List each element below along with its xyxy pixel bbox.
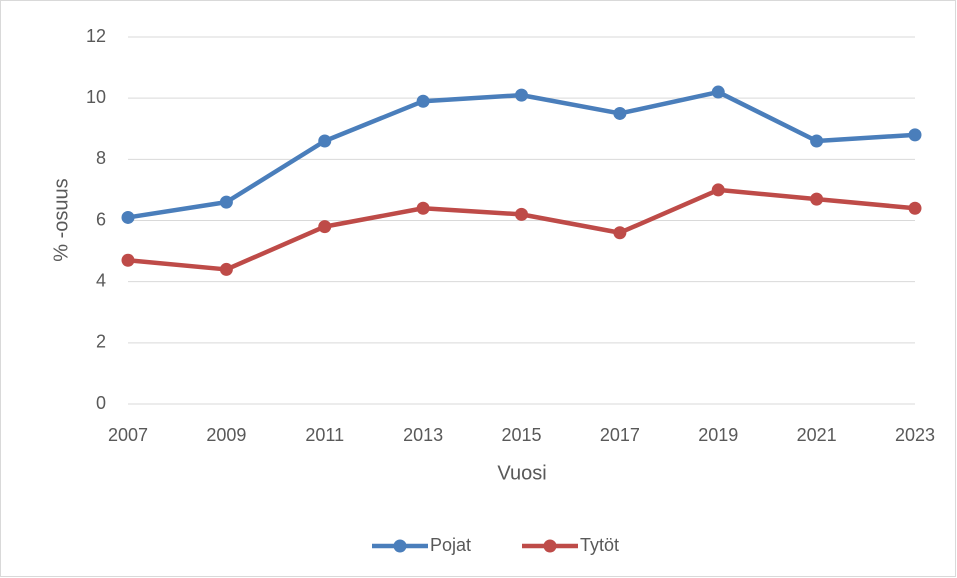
x-tick-label: 2015 xyxy=(501,425,541,445)
marker xyxy=(318,220,332,234)
marker xyxy=(416,201,430,215)
legend-label: Pojat xyxy=(430,535,471,555)
x-axis-label: Vuosi xyxy=(497,462,546,484)
y-tick-label: 10 xyxy=(86,87,106,107)
marker xyxy=(810,192,824,206)
marker xyxy=(711,183,725,197)
x-tick-label: 2009 xyxy=(206,425,246,445)
marker xyxy=(613,226,627,240)
x-tick-label: 2013 xyxy=(403,425,443,445)
y-tick-label: 12 xyxy=(86,26,106,46)
x-tick-label: 2011 xyxy=(305,425,344,445)
legend-marker xyxy=(393,539,407,553)
x-tick-label: 2023 xyxy=(895,425,935,445)
legend-marker xyxy=(543,539,557,553)
marker xyxy=(515,88,528,102)
marker xyxy=(711,85,725,99)
marker xyxy=(515,207,528,221)
x-tick-label: 2021 xyxy=(797,425,837,445)
y-tick-label: 2 xyxy=(96,332,106,352)
marker xyxy=(121,253,135,267)
x-tick-label: 2019 xyxy=(698,425,738,445)
x-tick-label: 2007 xyxy=(108,425,148,445)
marker xyxy=(908,128,922,142)
marker xyxy=(810,134,824,148)
y-tick-label: 0 xyxy=(96,393,106,413)
marker xyxy=(121,210,135,224)
y-axis-label: % -osuus xyxy=(50,178,72,261)
x-tick-label: 2017 xyxy=(600,425,640,445)
marker xyxy=(219,262,233,276)
marker xyxy=(908,201,922,215)
marker xyxy=(318,134,332,148)
legend-label: Tytöt xyxy=(580,535,619,555)
marker xyxy=(613,106,627,120)
y-tick-label: 4 xyxy=(96,270,106,290)
y-tick-label: 8 xyxy=(96,148,106,168)
marker xyxy=(416,94,430,108)
y-tick-label: 6 xyxy=(96,209,106,229)
marker xyxy=(219,195,233,209)
